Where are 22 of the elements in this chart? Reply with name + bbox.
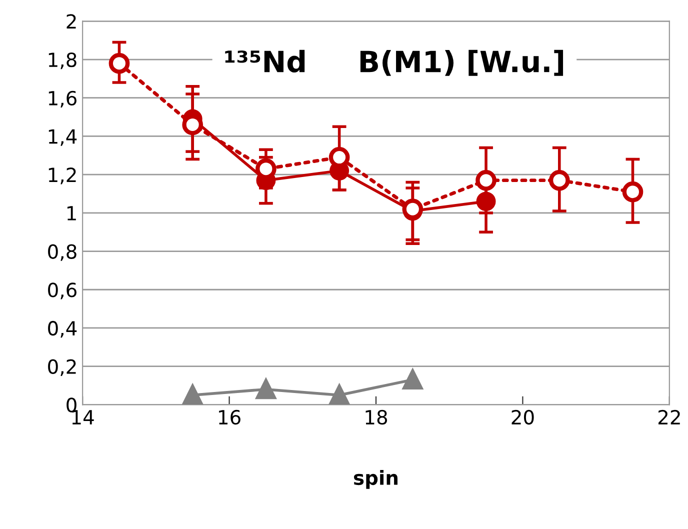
y-tick-label: 0,8: [48, 244, 76, 261]
point: [548, 170, 570, 191]
x-axis-title: spin: [354, 470, 398, 489]
x-tick-label: 18: [366, 410, 388, 425]
y-tick-label: 0: [66, 398, 76, 412]
x-tick-label: 16: [219, 410, 240, 425]
text: ¹³⁵Nd B(M1) [W.u.]: [225, 50, 564, 76]
point: [476, 170, 496, 191]
x-tick-label: 22: [658, 410, 680, 424]
y-tick-label: 1,4: [48, 129, 77, 146]
y-tick-label: 2: [66, 14, 76, 29]
y-tick-label: 1,8: [48, 52, 76, 70]
point: [108, 52, 130, 74]
x-tick-label: 14: [72, 410, 94, 424]
y-tick-label: 1,2: [48, 168, 76, 184]
y-tick-label: 0,2: [48, 359, 76, 376]
y-tick-label: 0,6: [48, 282, 76, 300]
y-tick-label: 1: [67, 206, 76, 220]
point: [622, 181, 644, 202]
y-tick-label: 0,4: [48, 320, 77, 338]
x-tick-label: 20: [512, 410, 534, 425]
y-tick-label: 1,6: [48, 90, 76, 108]
